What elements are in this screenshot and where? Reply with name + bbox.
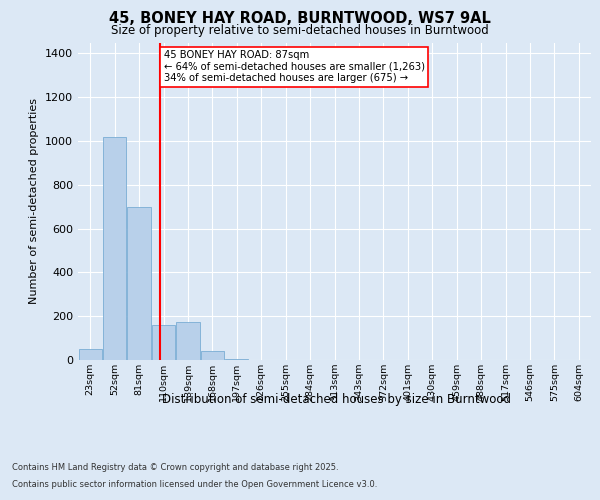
Text: Contains public sector information licensed under the Open Government Licence v3: Contains public sector information licen… — [12, 480, 377, 489]
Text: Distribution of semi-detached houses by size in Burntwood: Distribution of semi-detached houses by … — [161, 392, 511, 406]
Text: 45, BONEY HAY ROAD, BURNTWOOD, WS7 9AL: 45, BONEY HAY ROAD, BURNTWOOD, WS7 9AL — [109, 11, 491, 26]
Text: Size of property relative to semi-detached houses in Burntwood: Size of property relative to semi-detach… — [111, 24, 489, 37]
Bar — [176, 322, 200, 360]
Text: Contains HM Land Registry data © Crown copyright and database right 2025.: Contains HM Land Registry data © Crown c… — [12, 464, 338, 472]
Bar — [103, 136, 126, 360]
Bar — [152, 325, 175, 360]
Bar — [79, 349, 102, 360]
Y-axis label: Number of semi-detached properties: Number of semi-detached properties — [29, 98, 40, 304]
Bar — [225, 359, 248, 360]
Bar — [201, 351, 224, 360]
Bar — [127, 206, 151, 360]
Text: 45 BONEY HAY ROAD: 87sqm
← 64% of semi-detached houses are smaller (1,263)
34% o: 45 BONEY HAY ROAD: 87sqm ← 64% of semi-d… — [164, 50, 425, 84]
